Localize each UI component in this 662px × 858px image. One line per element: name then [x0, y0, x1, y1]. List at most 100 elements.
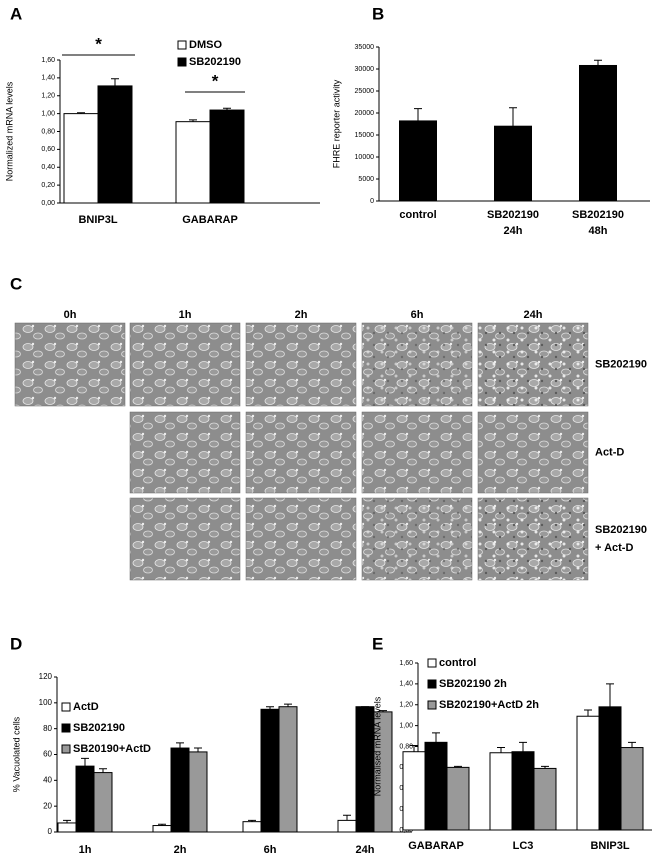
bar [355, 706, 375, 833]
y-tick-label: 0 [48, 827, 53, 836]
panel-label: E [372, 634, 383, 653]
error-bar [454, 765, 462, 768]
error-bar [432, 732, 440, 743]
bar [489, 752, 513, 831]
x-tick-label: 2h [174, 844, 187, 856]
y-tick-label: 0 [370, 198, 374, 205]
x-tick-label: SB202190 [487, 209, 539, 221]
y-tick-label: 10000 [355, 154, 375, 161]
bar [175, 121, 211, 204]
y-tick-label: 15000 [355, 132, 375, 139]
panel-label: B [372, 4, 384, 23]
panel-label: C [10, 274, 22, 293]
legend-swatch [61, 744, 71, 754]
bar [152, 825, 172, 833]
error-bar [379, 710, 387, 712]
error-bar [541, 765, 549, 769]
legend-swatch [427, 700, 437, 710]
y-tick-label: 1,00 [41, 110, 55, 117]
error-bar [81, 757, 89, 767]
y-tick-label: 20000 [355, 110, 375, 117]
time-label: 1h [179, 309, 192, 321]
legend-label: SB20190+ActD [73, 743, 151, 755]
error-bar [594, 59, 602, 66]
y-tick-label: 1,60 [399, 660, 413, 667]
error-bar [266, 706, 274, 710]
y-tick-label: 25000 [355, 88, 375, 95]
legend-swatch [61, 723, 71, 733]
error-bar [584, 709, 592, 717]
y-axis-label: % Vacuolated cells [11, 716, 21, 792]
legend-swatch [177, 40, 187, 50]
bar [242, 821, 262, 833]
error-bar [509, 107, 517, 127]
y-tick-label: 0,20 [41, 182, 55, 189]
bar [337, 819, 357, 833]
y-tick-label: 80 [43, 724, 52, 733]
micrograph [129, 322, 241, 407]
x-tick-label: 6h [264, 844, 277, 856]
row-label: + Act-D [595, 542, 633, 554]
y-tick-label: 0,80 [399, 743, 413, 750]
bar [260, 708, 280, 833]
y-tick-label: 1,40 [41, 75, 55, 82]
error-bar [77, 112, 85, 114]
error-bar [176, 742, 184, 749]
bar [97, 85, 133, 204]
x-tick-label: 48h [589, 225, 608, 237]
micrograph [129, 497, 241, 581]
vacuoles [362, 498, 472, 580]
y-tick-label: 1,40 [399, 681, 413, 688]
x-tick-label: GABARAP [408, 840, 464, 852]
bar [170, 747, 190, 833]
legend-label: SB202190+ActD 2h [439, 699, 539, 711]
bar [93, 772, 113, 833]
y-axis-label: FHRE reporter activity [331, 79, 341, 168]
error-bar [111, 78, 119, 86]
legend-label: SB202190 2h [439, 678, 507, 690]
bar [63, 113, 99, 204]
legend-swatch [427, 658, 437, 668]
error-bar [194, 747, 202, 752]
bar [424, 741, 448, 831]
y-axis-label: Normalized mRNA levels [4, 81, 14, 181]
row-label: SB202190 [595, 524, 647, 536]
error-bar [343, 814, 351, 821]
y-tick-label: 1,20 [41, 93, 55, 100]
error-bar [606, 683, 614, 707]
y-tick-label: 0,60 [41, 146, 55, 153]
y-tick-label: 1,20 [399, 702, 413, 709]
vacuoles [478, 498, 588, 580]
bar [598, 706, 622, 831]
y-tick-label: 20 [43, 801, 52, 810]
legend-label: ActD [73, 701, 99, 713]
panel-label: D [10, 634, 22, 653]
legend-label: control [439, 657, 476, 669]
y-tick-label: 35000 [355, 44, 375, 51]
error-bar [158, 823, 166, 826]
x-tick-label: control [399, 209, 436, 221]
y-tick-label: 120 [39, 672, 53, 681]
significance-star: * [212, 71, 219, 90]
x-tick-label: 24h [356, 844, 375, 856]
micrograph [14, 322, 126, 407]
row-label: SB202190 [595, 358, 647, 370]
y-axis-label: Normalised mRNA levels [372, 696, 382, 796]
error-bar [410, 744, 418, 752]
legend-swatch [61, 702, 71, 712]
bar [576, 715, 600, 831]
vacuoles [478, 323, 588, 406]
legend-swatch [427, 679, 437, 689]
micrograph [245, 497, 357, 581]
y-tick-label: 60 [43, 750, 52, 759]
time-label: 24h [524, 309, 543, 321]
y-tick-label: 1,60 [41, 57, 55, 64]
y-tick-label: 0,40 [41, 164, 55, 171]
micrograph [245, 411, 357, 494]
significance-star: * [95, 34, 102, 53]
error-bar [519, 741, 527, 752]
error-bar [414, 108, 422, 121]
bar [494, 125, 532, 202]
micrograph [477, 411, 589, 494]
legend-label: SB202190 [189, 56, 241, 68]
